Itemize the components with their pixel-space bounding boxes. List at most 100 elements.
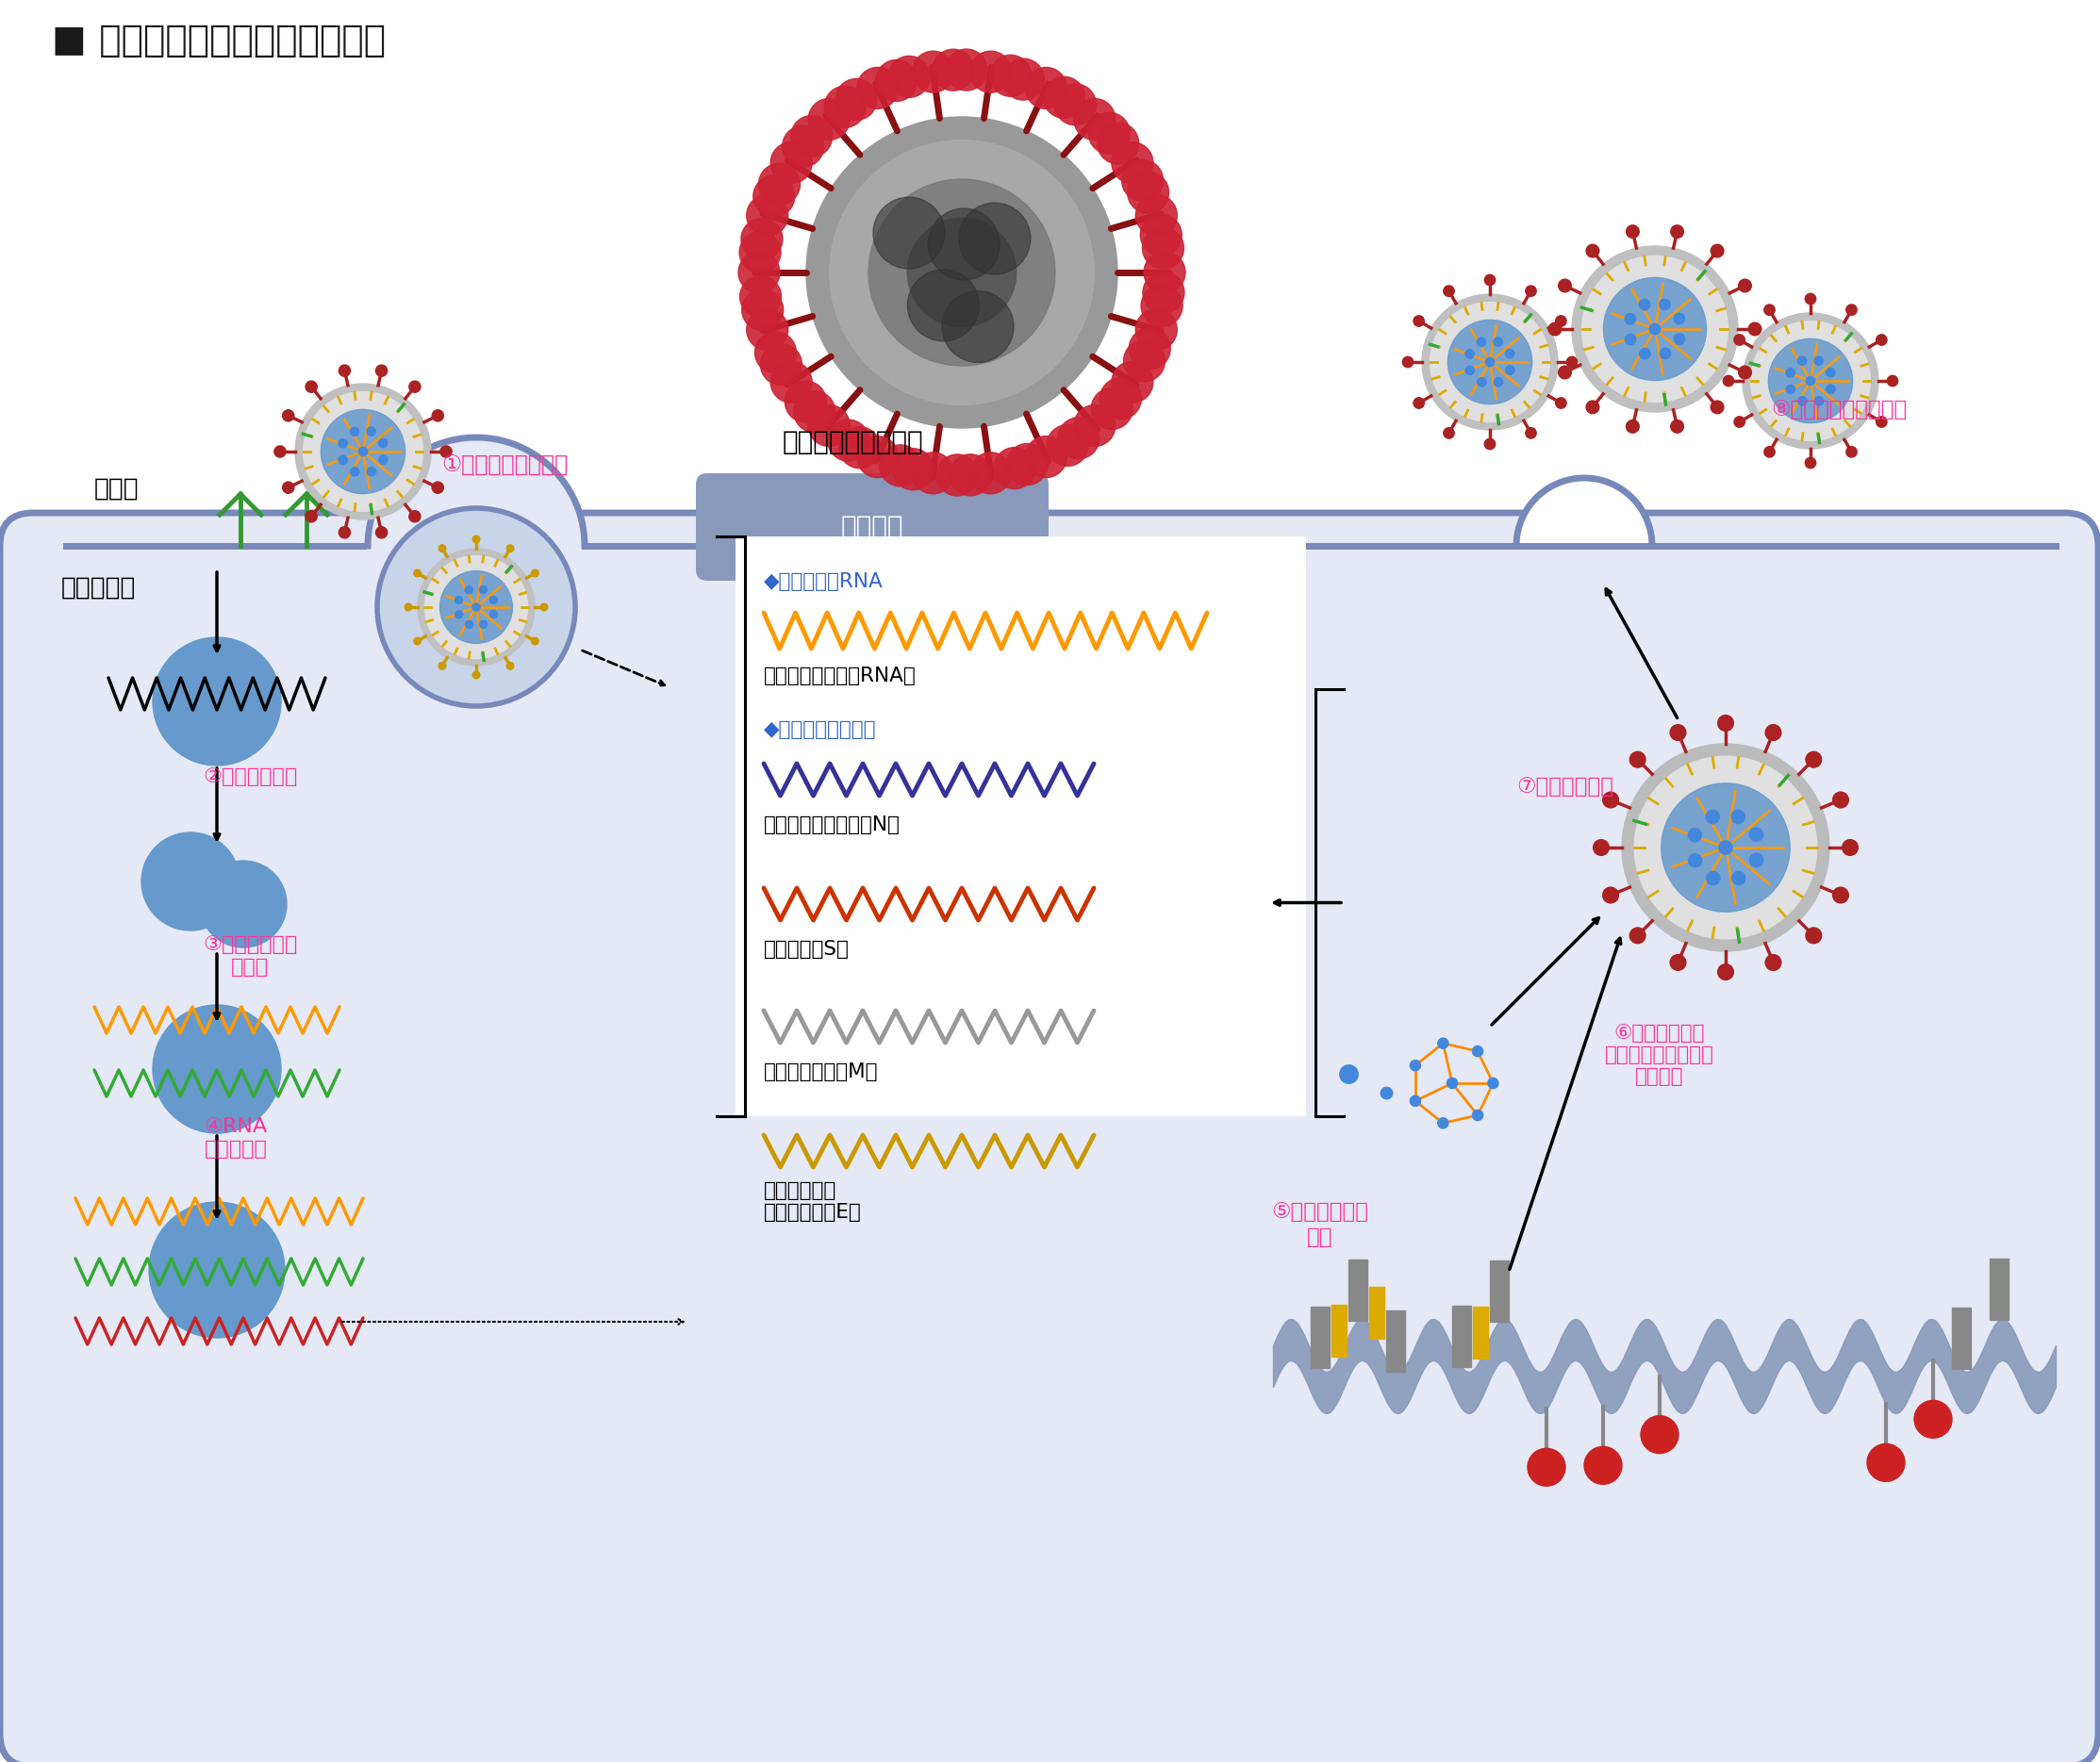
Bar [1331,1306,1346,1357]
Circle shape [338,527,351,537]
Circle shape [1712,245,1724,257]
Circle shape [880,444,922,486]
Circle shape [1046,425,1088,467]
Text: ■ コロナウイルス複製サイクル: ■ コロナウイルス複製サイクル [53,23,386,58]
Circle shape [1525,285,1537,296]
Circle shape [741,218,783,259]
Circle shape [1749,853,1764,867]
Circle shape [378,507,575,707]
Bar [1386,1309,1405,1371]
Circle shape [857,67,899,109]
Circle shape [1640,349,1651,359]
Circle shape [1846,446,1856,458]
Circle shape [741,289,783,331]
Circle shape [1798,396,1806,405]
Circle shape [376,527,386,537]
Circle shape [1044,78,1086,118]
Circle shape [1735,335,1745,345]
Circle shape [1659,349,1672,359]
Text: エンベロープ
タンパク質（E）: エンベロープ タンパク質（E） [764,1181,861,1223]
Circle shape [414,638,420,645]
Circle shape [1098,123,1138,164]
Circle shape [838,426,880,469]
Circle shape [338,365,351,377]
Circle shape [1766,955,1781,971]
Bar [1989,1258,2008,1320]
Circle shape [748,308,788,351]
Circle shape [1121,160,1163,201]
Circle shape [1672,419,1684,433]
Circle shape [1720,840,1732,855]
Text: ◆転写されたRNA: ◆転写されたRNA [764,573,884,590]
Text: ウイルスゲノム（RNA）: ウイルスゲノム（RNA） [764,666,916,685]
Circle shape [1586,400,1598,414]
Circle shape [1006,444,1048,485]
Circle shape [907,218,1016,328]
Circle shape [1764,446,1774,458]
Circle shape [1718,964,1732,980]
Circle shape [1506,349,1514,358]
Circle shape [1806,294,1816,305]
Circle shape [1621,744,1829,951]
Circle shape [1766,724,1781,740]
Circle shape [1712,400,1724,414]
Circle shape [1525,428,1537,439]
Circle shape [808,405,851,446]
Circle shape [307,381,317,393]
Circle shape [1573,247,1739,412]
Circle shape [472,536,479,543]
Circle shape [836,79,878,120]
Circle shape [321,409,405,493]
Circle shape [1827,384,1835,393]
Circle shape [825,86,865,127]
Text: 膜タンパク質（M）: 膜タンパク質（M） [764,1062,878,1082]
Circle shape [970,51,1012,93]
Circle shape [1806,752,1821,768]
Bar [1369,1286,1384,1339]
Circle shape [153,1004,281,1133]
Circle shape [1739,366,1751,379]
Bar [1348,1260,1367,1320]
Circle shape [1630,752,1646,768]
Circle shape [1506,366,1514,375]
Circle shape [739,231,781,273]
Circle shape [275,446,286,458]
Circle shape [1806,458,1816,469]
Circle shape [1724,375,1735,386]
Text: ⑧エキソサイトーシス: ⑧エキソサイトーシス [1770,398,1907,419]
Circle shape [1439,1038,1449,1048]
Circle shape [827,419,869,462]
Circle shape [792,116,832,157]
Circle shape [433,481,443,493]
Circle shape [754,176,794,217]
Circle shape [876,60,918,102]
Circle shape [1124,340,1166,382]
Circle shape [338,439,347,448]
Circle shape [368,426,376,435]
Circle shape [794,391,836,432]
Circle shape [1867,1443,1905,1482]
Circle shape [153,638,281,765]
Circle shape [806,116,1117,428]
Circle shape [439,663,445,670]
Circle shape [949,455,991,495]
Circle shape [1558,278,1571,292]
Bar [1310,1307,1329,1367]
Circle shape [1751,321,1871,440]
Circle shape [1485,439,1495,449]
Circle shape [1915,1401,1953,1438]
Circle shape [1814,356,1823,365]
Circle shape [1670,724,1686,740]
Circle shape [284,411,294,421]
Circle shape [1625,314,1636,324]
Circle shape [771,143,813,183]
Text: ①吸着・融合・侵入: ①吸着・融合・侵入 [441,455,567,478]
Text: ②ゲノムを放出: ②ゲノムを放出 [202,768,298,786]
Circle shape [1670,955,1686,971]
Circle shape [1413,315,1424,326]
Circle shape [1787,384,1796,393]
Circle shape [1413,398,1424,409]
Circle shape [1888,375,1898,386]
Circle shape [368,467,376,476]
Text: 宿主細胞: 宿主細胞 [840,515,903,541]
